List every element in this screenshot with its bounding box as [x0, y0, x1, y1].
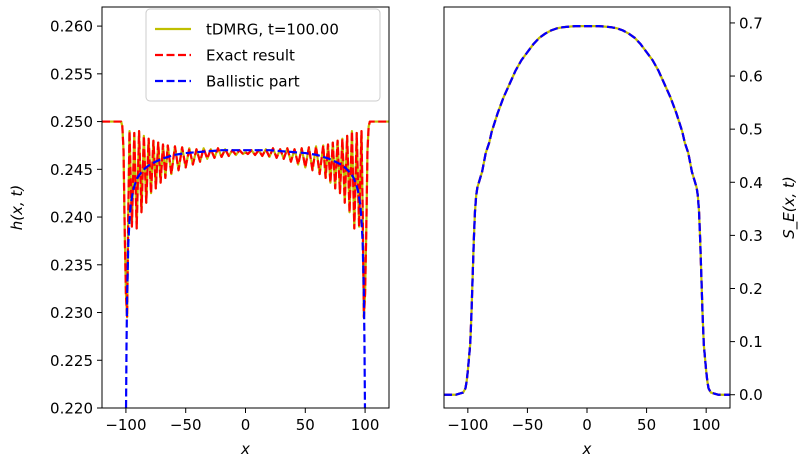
x-tick-label: 50	[296, 416, 315, 434]
series-line-0-2	[124, 149, 367, 408]
legend-entry-label: Exact result	[206, 47, 295, 65]
y-tick-label: 0.7	[739, 14, 763, 32]
y-tick-label: 0.245	[50, 161, 93, 179]
y-tick-label: 0.255	[50, 65, 93, 83]
x-tick-label: 0	[241, 416, 251, 434]
y-tick-label: 0.250	[50, 113, 93, 131]
legend-entry-label: Ballistic part	[206, 73, 300, 91]
legend-entry-label: tDMRG, t=100.00	[206, 21, 339, 39]
legend-box	[145, 8, 381, 102]
x-tick-label: −50	[170, 416, 202, 434]
y-tick-label: 0.6	[739, 68, 763, 86]
left-panel-h: −100 −50 0 50 100 0.220 0.225 0.230 0.235 0.240 0.…	[8, 6, 390, 458]
x-tick-label: 100	[351, 416, 380, 434]
right-panel-entropy: −100 −50 0 50 100 0.0 0.1 0.2 0.3 0.4 0.5 0.6 0.7 x S_…	[443, 6, 798, 458]
legend: tDMRG, t=100.00 Exact result Ballistic par…	[145, 8, 381, 102]
y-tick-label: 0.0	[739, 386, 763, 404]
y-tick-label: 0.235	[50, 256, 93, 274]
series-line-1-2	[444, 25, 730, 396]
x-tick-label: −100	[105, 416, 146, 434]
y-tick-label: 0.230	[50, 304, 93, 322]
x-tick-label: 0	[582, 416, 592, 434]
x-tick-label: −50	[512, 416, 544, 434]
y-tick-label: 0.4	[739, 174, 763, 192]
x-tick-label: −100	[447, 416, 488, 434]
y-tick-label: 0.5	[739, 121, 763, 139]
y-tick-label: 0.260	[50, 18, 93, 36]
x-axis-label: x	[582, 440, 592, 458]
y-tick-label: 0.225	[50, 352, 93, 370]
x-tick-label: 50	[637, 416, 656, 434]
y-tick-label: 0.1	[739, 333, 763, 351]
y-axis-label: S_E(x, t)	[780, 176, 798, 239]
y-tick-label: 0.2	[739, 280, 763, 298]
series-line-0-1	[102, 120, 389, 319]
x-tick-label: 100	[692, 416, 721, 434]
y-tick-label: 0.3	[739, 227, 763, 245]
y-tick-label: 0.220	[50, 400, 93, 418]
y-tick-label: 0.240	[50, 209, 93, 227]
y-axis-label: h(x, t)	[8, 185, 26, 231]
x-axis-label: x	[240, 440, 250, 458]
